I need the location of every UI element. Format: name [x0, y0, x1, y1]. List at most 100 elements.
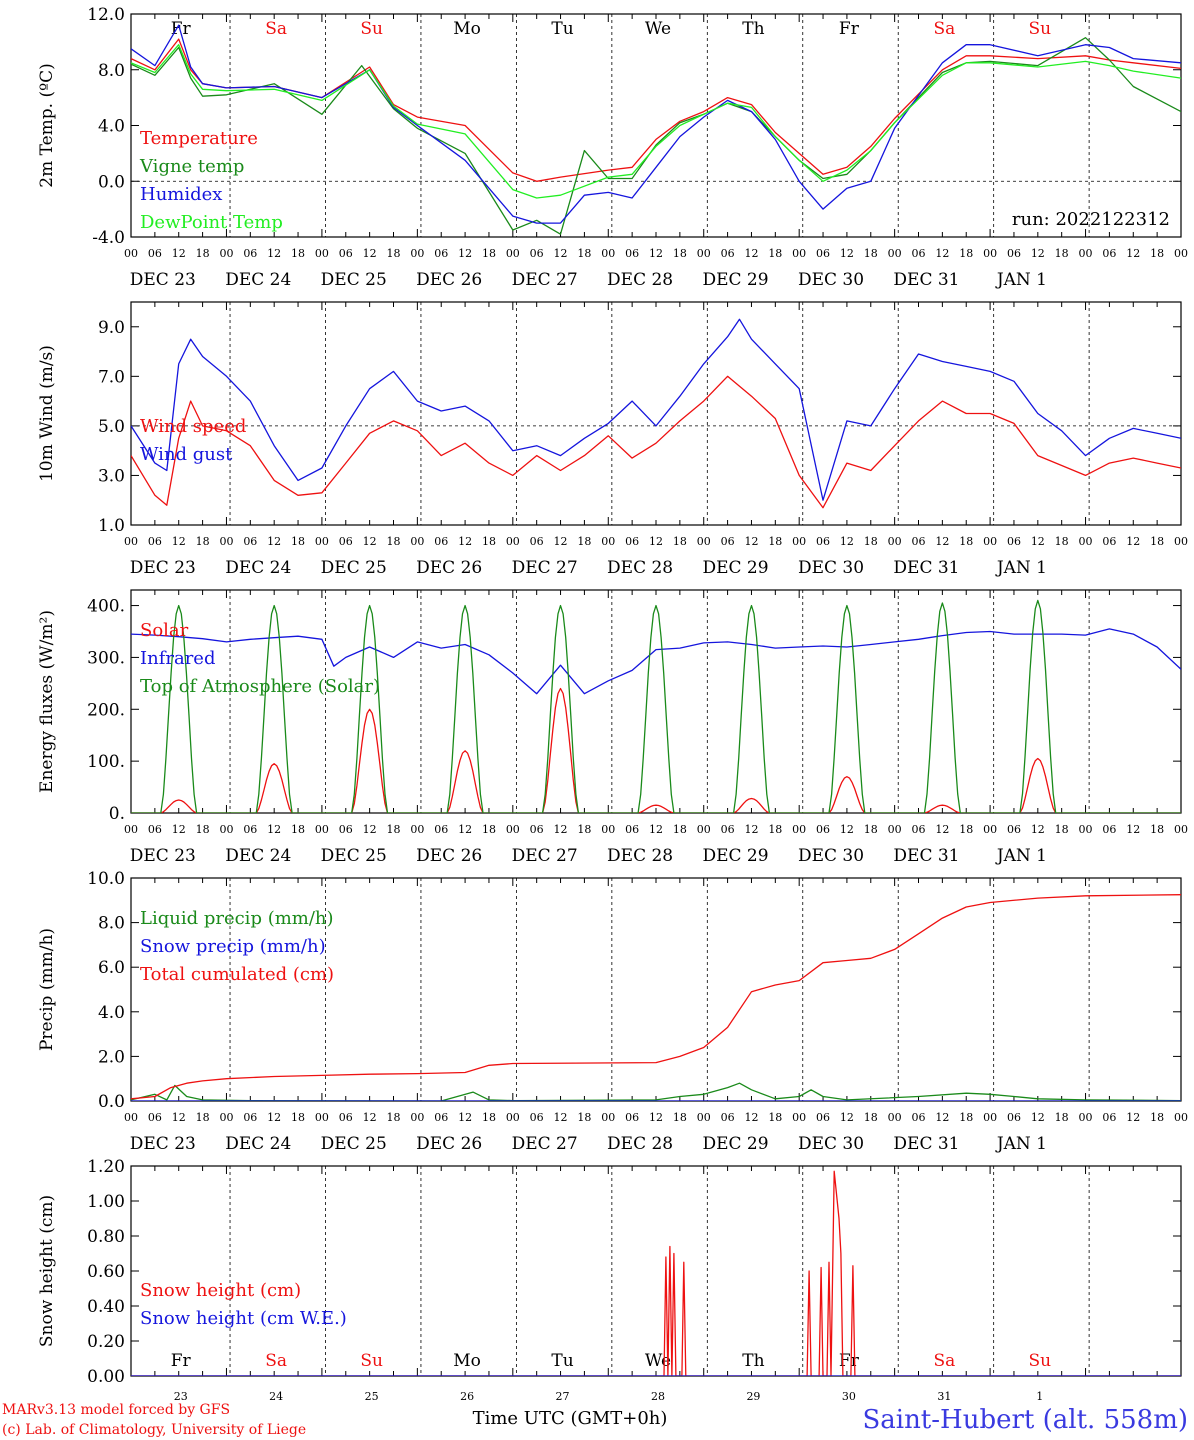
series-line-vigne-temp	[131, 37, 1181, 235]
y-tick-label: 100.	[87, 752, 125, 772]
x-hour-label: 00	[601, 1111, 615, 1124]
x-day-number: 26	[460, 1390, 474, 1403]
x-hour-label: 06	[816, 823, 830, 836]
x-hour-label: 12	[1031, 247, 1045, 260]
x-hour-label: 06	[243, 1111, 257, 1124]
legend-entry: Snow height (cm)	[140, 1280, 301, 1301]
series-line-infrared	[131, 628, 1181, 695]
x-hour-label: 00	[410, 823, 424, 836]
x-hour-label: 12	[554, 1111, 568, 1124]
x-hour-label: 06	[434, 535, 448, 548]
series-group	[131, 24, 1181, 235]
x-hour-label: 00	[1079, 823, 1093, 836]
y-axis-label: 2m Temp. (ºC)	[37, 63, 57, 188]
x-date-label: DEC 29	[702, 270, 768, 290]
y-tick-label: 300.	[87, 648, 125, 668]
x-hour-label: 18	[482, 823, 496, 836]
x-hour-label: 00	[983, 247, 997, 260]
series-line-total-cumulated-cm-	[131, 894, 1181, 1100]
x-day-number: 29	[746, 1390, 760, 1403]
x-hour-label: 18	[482, 1111, 496, 1124]
x-hour-label: 06	[1102, 823, 1116, 836]
panel-4: 0.0 2.0 4.0 6.0 8.0 10.0 Precip (mm/h) 00 06 12 18…	[37, 869, 1188, 1154]
x-hour-label: 00	[1174, 535, 1188, 548]
x-hour-label: 12	[1126, 1111, 1140, 1124]
x-hour-label: 12	[267, 535, 281, 548]
y-tick-label: 0.0	[98, 1092, 125, 1112]
x-hour-label: 18	[959, 823, 973, 836]
legend-entry: Solar	[140, 620, 189, 641]
x-hour-label: 18	[577, 1111, 591, 1124]
x-date-label: DEC 30	[798, 1134, 864, 1154]
x-date-label: JAN 1	[995, 846, 1047, 866]
y-tick-label: 8.0	[98, 61, 125, 81]
x-hour-label: 06	[721, 535, 735, 548]
panel-2: 1.0 3.0 5.0 7.0 9.0 10m Wind (m/s) 00 06 12 18 00 0…	[37, 301, 1188, 578]
y-tick-label: -4.0	[92, 228, 125, 248]
x-date-label: DEC 23	[130, 1134, 196, 1154]
x-date-label: JAN 1	[995, 558, 1047, 578]
x-hour-label: 00	[315, 1111, 329, 1124]
legend-entry: DewPoint Temp	[140, 212, 283, 233]
legend-entry: Wind speed	[140, 416, 246, 437]
x-hour-label: 00	[219, 247, 233, 260]
y-tick-label: 1.00	[87, 1192, 125, 1212]
weekday-label: Sa	[265, 1351, 287, 1371]
x-hour-label: 00	[697, 247, 711, 260]
y-axis-label: Snow height (cm)	[37, 1195, 57, 1347]
x-date-label: DEC 31	[893, 846, 959, 866]
run-label: run: 2022122312	[1012, 209, 1170, 230]
x-date-label: DEC 29	[702, 558, 768, 578]
x-hour-label: 18	[482, 535, 496, 548]
weekday-label: Mo	[453, 1351, 481, 1371]
x-hour-label: 12	[1031, 535, 1045, 548]
x-hour-label: 18	[864, 247, 878, 260]
x-hour-label: 18	[864, 535, 878, 548]
x-day-number: 27	[556, 1390, 570, 1403]
x-hour-label: 06	[1102, 1111, 1116, 1124]
weekday-label: We	[645, 19, 671, 39]
y-axis-label: 10m Wind (m/s)	[37, 345, 57, 482]
x-hour-label: 06	[339, 535, 353, 548]
x-hour-label: 00	[888, 823, 902, 836]
x-hour-label: 18	[1055, 1111, 1069, 1124]
x-date-label: DEC 23	[130, 558, 196, 578]
x-hour-label: 12	[1031, 823, 1045, 836]
x-hour-label: 06	[530, 823, 544, 836]
x-hour-label: 00	[219, 535, 233, 548]
x-hour-label: 06	[721, 823, 735, 836]
x-date-label: DEC 24	[225, 1134, 291, 1154]
y-tick-label: 6.0	[98, 958, 125, 978]
y-tick-label: 0.00	[87, 1367, 125, 1387]
x-hour-label: 12	[554, 247, 568, 260]
x-hour-label: 06	[148, 823, 162, 836]
x-date-label: DEC 26	[416, 558, 482, 578]
x-hour-label: 12	[935, 1111, 949, 1124]
station-name: Saint-Hubert (alt. 558m)	[862, 1405, 1188, 1435]
x-hour-label: 18	[864, 1111, 878, 1124]
x-hour-label: 00	[315, 823, 329, 836]
x-date-label: DEC 27	[512, 1134, 578, 1154]
x-hour-label: 12	[840, 1111, 854, 1124]
x-hour-label: 00	[601, 823, 615, 836]
x-hour-label: 06	[816, 1111, 830, 1124]
x-hour-label: 06	[816, 247, 830, 260]
x-hour-label: 00	[315, 247, 329, 260]
series-line-temperature	[131, 38, 1181, 182]
x-date-label: DEC 24	[225, 558, 291, 578]
plot-frame	[130, 13, 1182, 238]
series-line-top-of-atmosphere-solar-	[131, 599, 1181, 813]
x-hour-label: 12	[267, 1111, 281, 1124]
x-date-label: JAN 1	[995, 1134, 1047, 1154]
x-hour-label: 18	[673, 1111, 687, 1124]
x-hour-label: 00	[124, 1111, 138, 1124]
x-hour-label: 06	[434, 247, 448, 260]
x-hour-label: 12	[840, 247, 854, 260]
y-tick-label: 4.0	[98, 117, 125, 137]
x-date-label: DEC 26	[416, 270, 482, 290]
x-hour-label: 00	[983, 535, 997, 548]
x-hour-label: 18	[768, 247, 782, 260]
x-hour-label: 12	[172, 823, 186, 836]
x-hour-label: 18	[673, 535, 687, 548]
x-hour-label: 12	[1126, 535, 1140, 548]
